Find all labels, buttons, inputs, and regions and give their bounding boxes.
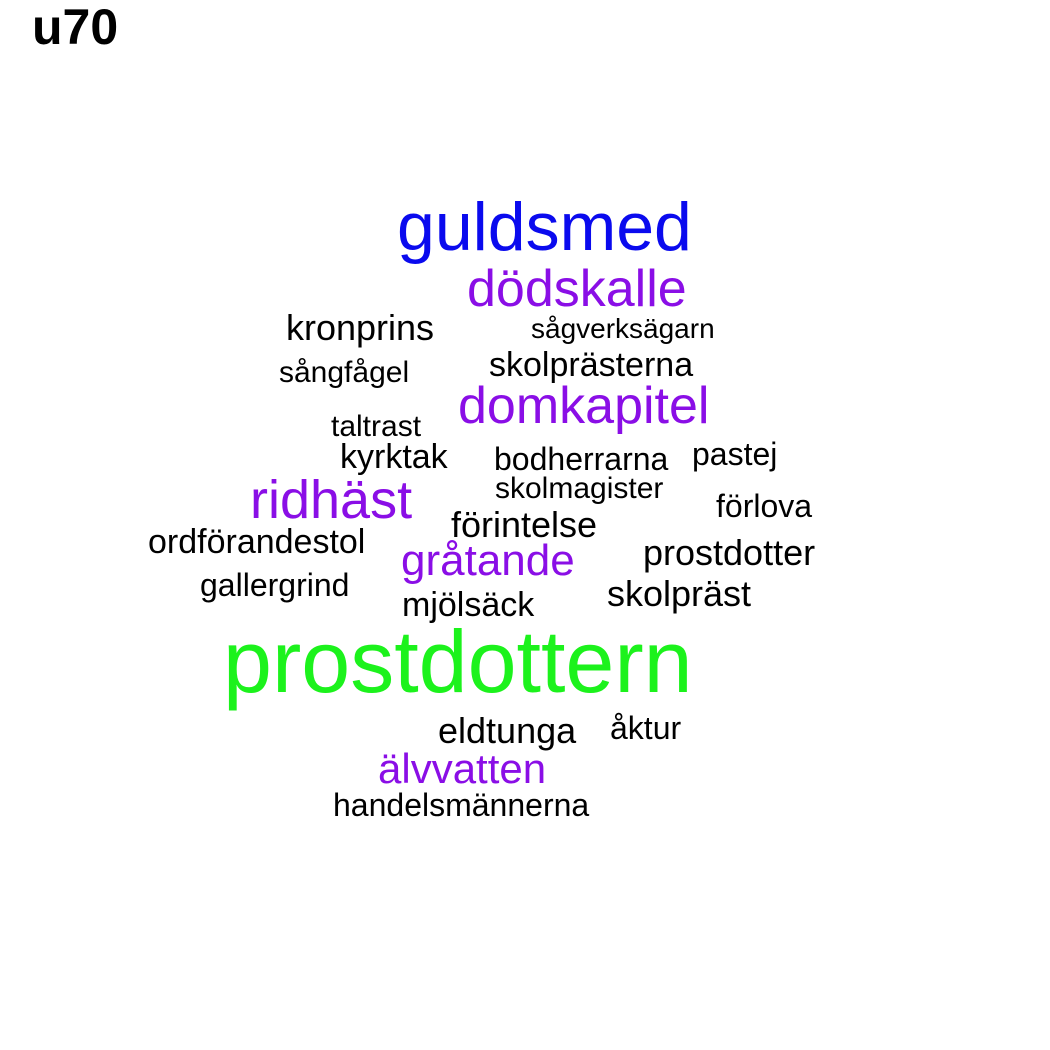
word-bodherrarna: bodherrarna — [494, 441, 669, 477]
word-skolprast: skolpräst — [607, 573, 752, 614]
page-title: u70 — [32, 0, 119, 55]
word-alvvatten: älvvatten — [378, 745, 547, 792]
word-dodskalle: dödskalle — [467, 260, 687, 318]
word-gallergrind: gallergrind — [200, 567, 350, 603]
word-handelsmannerna: handelsmännerna — [333, 787, 590, 823]
word-kyrktak: kyrktak — [340, 438, 448, 476]
word-skolprasterna: skolprästerna — [489, 346, 694, 384]
word-domkapitel: domkapitel — [458, 377, 710, 435]
word-aktur: åktur — [610, 710, 682, 746]
word-prostdotter: prostdotter — [643, 532, 816, 573]
word-sagverksagarn: sågverksägarn — [531, 313, 715, 344]
word-ridhast: ridhäst — [250, 470, 413, 530]
word-ordforandestol: ordförandestol — [148, 523, 366, 561]
word-gratande: gråtande — [401, 536, 575, 585]
word-kronprins: kronprins — [286, 307, 435, 348]
word-pastej: pastej — [692, 436, 778, 472]
word-sangfagel: sångfågel — [279, 356, 410, 389]
word-mjolsack: mjölsäck — [402, 586, 535, 624]
word-guldsmed: guldsmed — [397, 189, 692, 265]
word-forlova: förlova — [716, 488, 813, 524]
word-eldtunga: eldtunga — [438, 710, 577, 751]
word-forintelse: förintelse — [451, 504, 598, 545]
word-taltrast: taltrast — [331, 410, 422, 443]
word-prostdottern: prostdottern — [223, 612, 693, 711]
word-skolmagister: skolmagister — [495, 472, 664, 505]
